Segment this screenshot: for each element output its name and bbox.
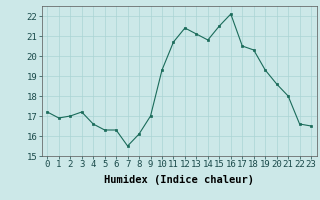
X-axis label: Humidex (Indice chaleur): Humidex (Indice chaleur) xyxy=(104,175,254,185)
